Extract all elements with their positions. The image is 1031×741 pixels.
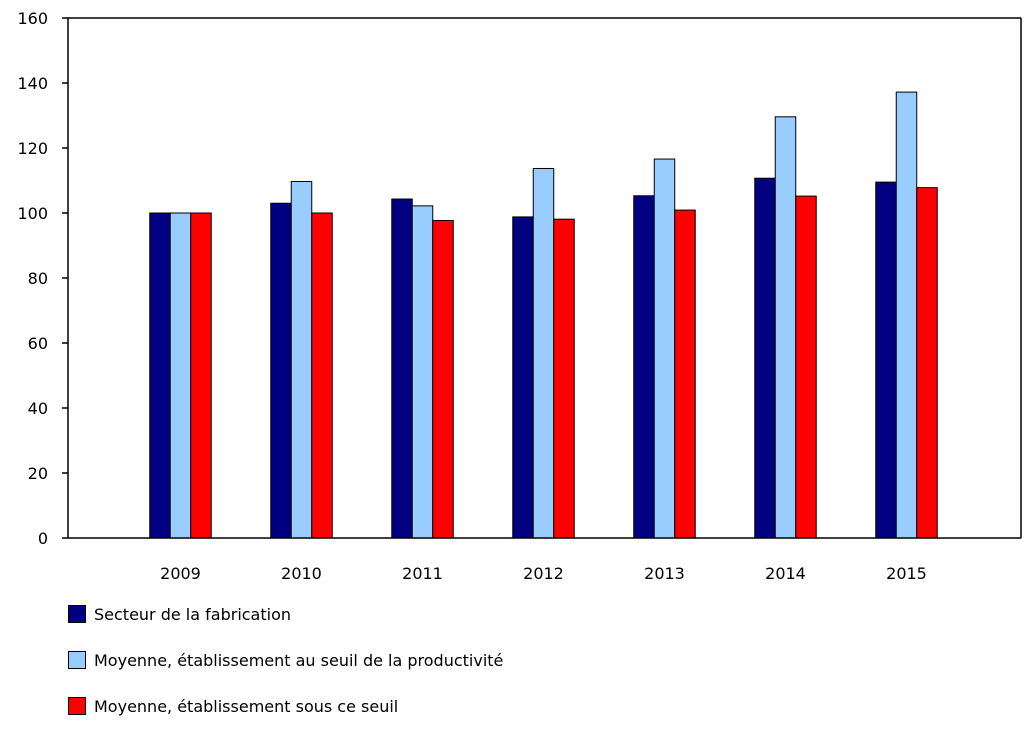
bar-2014-series-0 — [754, 177, 776, 539]
bar-2012-series-0 — [512, 216, 534, 539]
bar-2013-series-0 — [633, 195, 655, 539]
y-tick-label-120: 120 — [17, 139, 48, 158]
x-tick-label-2009: 2009 — [160, 564, 201, 583]
y-tick-label-80: 80 — [28, 269, 48, 288]
legend-label-below-threshold: Moyenne, établissement sous ce seuil — [94, 696, 399, 716]
bar-2013-series-2 — [674, 209, 696, 539]
legend-label-manufacturing: Secteur de la fabrication — [94, 604, 292, 624]
legend-swatch-at-threshold — [68, 651, 86, 669]
y-tick-label-20: 20 — [28, 464, 48, 483]
x-tick-label-2013: 2013 — [644, 564, 685, 583]
bar-2015-series-0 — [875, 181, 897, 539]
legend: Secteur de la fabrication Moyenne, établ… — [68, 603, 503, 741]
bar-2011-series-1 — [411, 205, 434, 539]
y-axis-ticks: 0 20 40 60 80 100 120 140 160 — [17, 9, 68, 548]
bar-2010-series-0 — [270, 202, 292, 539]
bar-2014-series-1 — [774, 116, 797, 539]
bars — [149, 91, 938, 539]
bar-2015-series-2 — [916, 187, 938, 539]
bar-2011-series-2 — [432, 219, 454, 539]
bar-2012-series-1 — [532, 167, 555, 539]
y-tick-label-0: 0 — [38, 529, 48, 548]
bar-2010-series-1 — [290, 180, 313, 539]
bar-2010-series-2 — [311, 212, 333, 539]
legend-label-at-threshold: Moyenne, établissement au seuil de la pr… — [94, 650, 504, 670]
bar-2011-series-0 — [391, 198, 413, 539]
x-tick-label-2011: 2011 — [402, 564, 443, 583]
legend-swatch-manufacturing — [68, 605, 86, 623]
y-tick-label-60: 60 — [28, 334, 48, 353]
bar-2014-series-2 — [795, 195, 817, 539]
x-tick-label-2012: 2012 — [523, 564, 564, 583]
bar-2015-series-1 — [895, 91, 918, 539]
y-tick-label-100: 100 — [17, 204, 48, 223]
bar-2009-series-0 — [149, 212, 171, 539]
legend-swatch-below-threshold — [68, 697, 86, 715]
x-tick-label-2015: 2015 — [886, 564, 927, 583]
y-tick-label-140: 140 — [17, 74, 48, 93]
y-tick-label-160: 160 — [17, 9, 48, 28]
legend-item-manufacturing: Secteur de la fabrication — [68, 603, 503, 625]
x-tick-label-2014: 2014 — [765, 564, 806, 583]
bar-2009-series-1 — [169, 212, 192, 539]
legend-item-below-threshold: Moyenne, établissement sous ce seuil — [68, 695, 503, 717]
bar-2009-series-2 — [190, 212, 212, 539]
legend-item-at-threshold: Moyenne, établissement au seuil de la pr… — [68, 649, 503, 671]
x-tick-label-2010: 2010 — [281, 564, 322, 583]
x-axis-labels: 2009 2010 2011 2012 2013 2014 2015 — [160, 564, 927, 583]
y-tick-label-40: 40 — [28, 399, 48, 418]
bar-2012-series-2 — [553, 218, 575, 539]
bar-2013-series-1 — [653, 158, 676, 539]
